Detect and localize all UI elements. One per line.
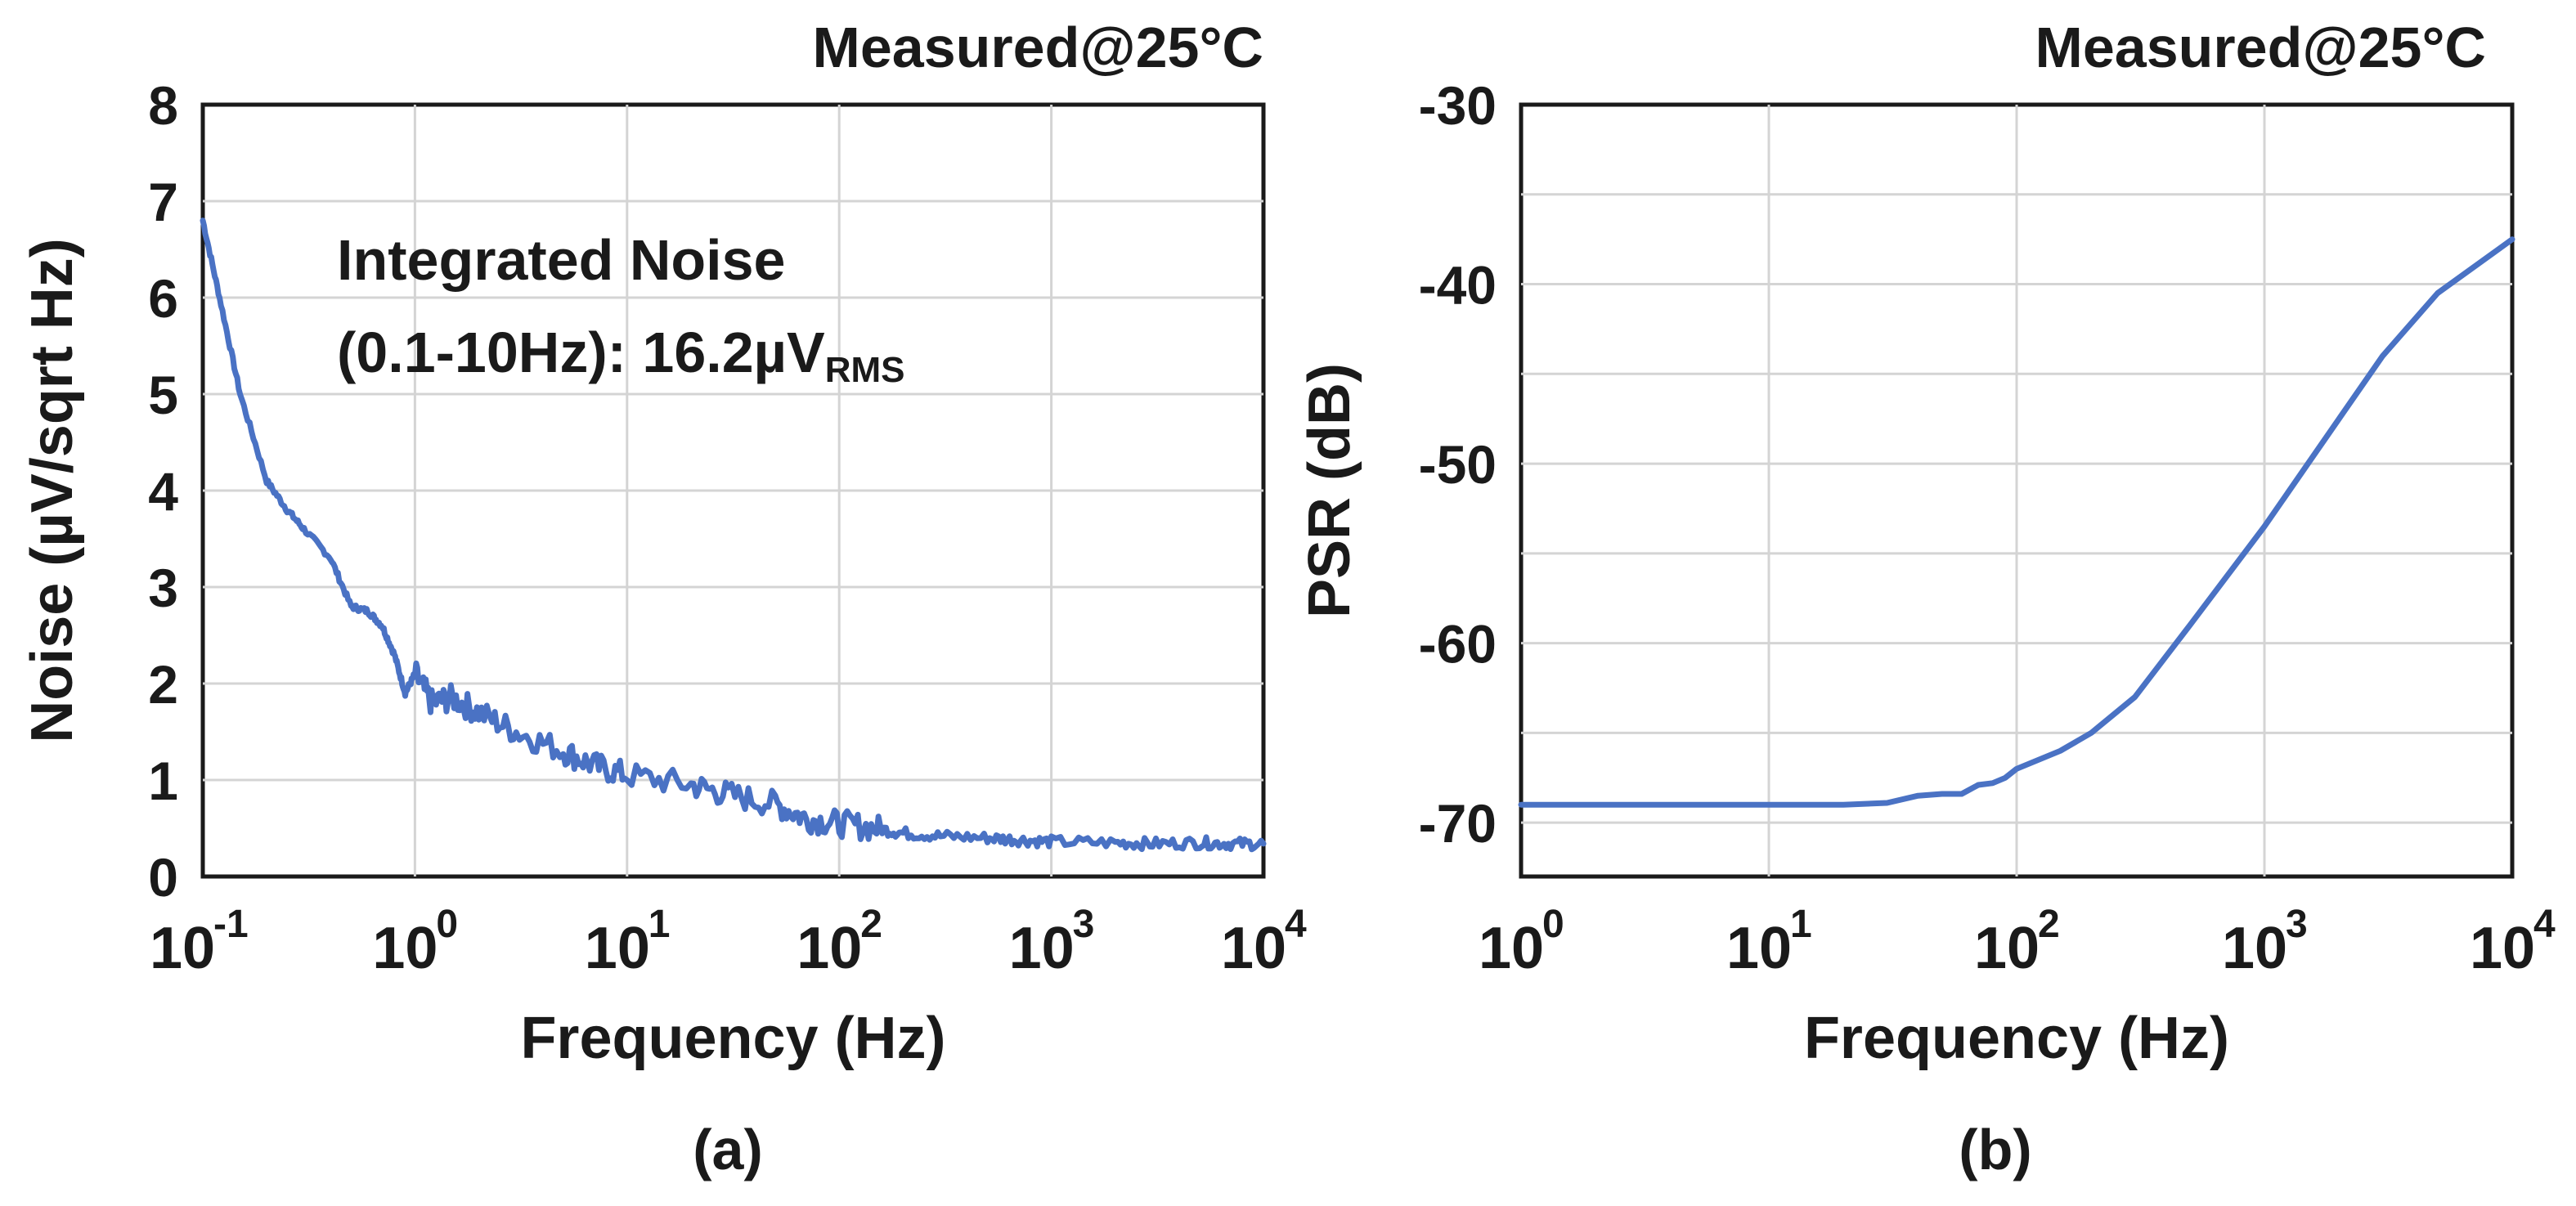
y-tick-label: 5 [148, 365, 178, 425]
panel-label: (b) [1959, 1118, 2031, 1181]
x-tick-base: 10 [1974, 916, 2040, 981]
y-tick-label: -60 [1419, 614, 1497, 675]
x-tick-exponent: 0 [1542, 903, 1564, 946]
x-tick-exponent: -1 [213, 903, 249, 946]
x-tick-base: 10 [1479, 916, 1544, 981]
x-tick-label: 102 [1974, 903, 2060, 981]
x-tick-exponent: 0 [436, 903, 458, 946]
y-axis-label: PSR (dB) [1297, 363, 1362, 618]
y-tick-label: 2 [148, 654, 178, 715]
x-tick-label: 101 [585, 903, 671, 981]
x-tick-label: 100 [1479, 903, 1564, 981]
x-tick-base: 10 [1726, 916, 1792, 981]
x-tick-label: 102 [797, 903, 882, 981]
x-tick-exponent: 1 [1790, 903, 1812, 946]
noise-annotation-line2: (0.1-10Hz): 16.2µVRMS [337, 321, 904, 390]
x-tick-label: 103 [2222, 903, 2308, 981]
x-tick-exponent: 3 [1073, 903, 1095, 946]
x-tick-label: 10-1 [150, 903, 249, 981]
x-tick-base: 10 [585, 916, 650, 981]
x-tick-exponent: 3 [2286, 903, 2308, 946]
y-tick-label: -40 [1419, 255, 1497, 316]
y-tick-label: 8 [148, 75, 178, 136]
noise-annotation-subscript: RMS [825, 350, 905, 390]
x-tick-base: 10 [150, 916, 215, 981]
x-axis-label: Frequency (Hz) [1804, 1006, 2229, 1071]
y-axis-label: Noise (µV/sqrt Hz) [20, 238, 85, 743]
y-tick-label: 1 [148, 751, 178, 811]
measured-annotation: Measured@25°C [2035, 16, 2486, 79]
x-tick-base: 10 [797, 916, 862, 981]
x-tick-label: 104 [2470, 903, 2556, 981]
y-tick-label: 7 [148, 172, 178, 232]
measured-annotation: Measured@25°C [813, 16, 1263, 79]
x-tick-exponent: 4 [2533, 903, 2556, 946]
noise-annotation-line1: Integrated Noise [337, 228, 785, 292]
y-tick-label: 4 [148, 461, 178, 522]
panel-label: (a) [693, 1118, 763, 1181]
x-tick-base: 10 [2470, 916, 2535, 981]
y-tick-label: 3 [148, 558, 178, 618]
y-tick-label: 0 [148, 847, 178, 908]
x-tick-exponent: 4 [1285, 903, 1307, 946]
y-tick-label: 6 [148, 268, 178, 329]
x-tick-base: 10 [372, 916, 438, 981]
x-tick-base: 10 [1221, 916, 1286, 981]
series-line [200, 217, 1267, 853]
x-tick-label: 100 [372, 903, 458, 981]
x-tick-label: 104 [1221, 903, 1307, 981]
y-tick-label: -50 [1419, 434, 1497, 495]
x-tick-exponent: 2 [860, 903, 882, 946]
x-tick-label: 101 [1726, 903, 1812, 981]
x-tick-exponent: 1 [648, 903, 671, 946]
y-tick-label: -70 [1419, 793, 1497, 854]
x-axis-label: Frequency (Hz) [520, 1006, 945, 1071]
x-tick-base: 10 [1009, 916, 1075, 981]
x-tick-label: 103 [1009, 903, 1095, 981]
noise-annotation-value: (0.1-10Hz): 16.2µV [337, 321, 825, 384]
y-tick-label: -30 [1419, 75, 1497, 136]
x-tick-base: 10 [2222, 916, 2287, 981]
x-tick-exponent: 2 [2038, 903, 2060, 946]
series-line [1518, 236, 2515, 808]
